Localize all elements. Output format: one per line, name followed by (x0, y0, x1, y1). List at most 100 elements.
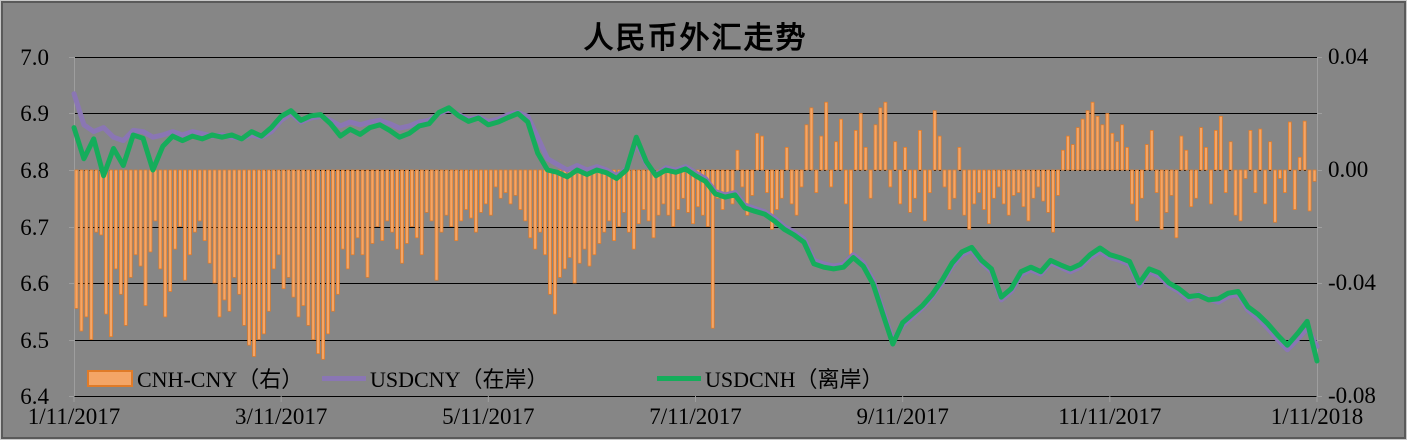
legend-item-usdcny-onshore: USDCNY（在岸） (322, 363, 548, 393)
chart-title: 人民币外汇走势 (583, 22, 808, 55)
bar (1051, 169, 1055, 233)
bar (779, 169, 784, 199)
bar (533, 169, 538, 250)
bar (1041, 169, 1046, 202)
bar (641, 169, 646, 210)
bar (178, 169, 182, 227)
legend-label-usdcny: USDCNY（在岸） (370, 367, 549, 392)
x-axis-label: 7/11/2017 (649, 404, 742, 429)
bar (400, 169, 404, 264)
bar (977, 169, 981, 193)
bar (1140, 169, 1144, 199)
bar (987, 169, 991, 225)
bar (1238, 169, 1243, 222)
bar (1130, 169, 1134, 205)
y-axis-left-label: 6.5 (20, 327, 49, 353)
bar (1149, 130, 1154, 171)
bar (982, 169, 986, 210)
bar (849, 169, 853, 256)
bar (799, 169, 804, 188)
bar (834, 141, 838, 171)
bar (1199, 127, 1203, 171)
bar (316, 169, 321, 355)
bar (819, 135, 824, 171)
bar (922, 169, 927, 222)
bar-series-cnh-cny-spread (74, 101, 1317, 360)
bar (740, 169, 745, 188)
bar (666, 169, 671, 216)
bar (355, 169, 360, 239)
bar (1115, 141, 1120, 171)
bar (143, 169, 148, 306)
bar (681, 169, 686, 199)
bar (133, 169, 138, 256)
bar (538, 169, 543, 233)
x-axis-label: 3/11/2017 (234, 404, 328, 429)
bar (543, 169, 547, 256)
bar (281, 169, 286, 290)
bar (868, 169, 873, 199)
bar (1026, 169, 1031, 222)
bar (829, 169, 834, 188)
bar (1223, 169, 1228, 193)
bar (266, 169, 271, 312)
bar (676, 169, 681, 210)
bar (587, 169, 592, 267)
bar (1179, 135, 1184, 171)
bar (158, 169, 163, 270)
bar (94, 169, 99, 233)
bar (464, 169, 469, 210)
bar (1144, 144, 1149, 171)
bar (873, 124, 878, 171)
bar (765, 169, 769, 193)
x-axis-label: 5/11/2017 (442, 404, 535, 429)
bar (775, 169, 779, 210)
bar (395, 169, 399, 250)
bar (932, 110, 937, 171)
bar (853, 130, 858, 171)
bar (1273, 169, 1277, 223)
bar (508, 169, 513, 205)
bar (1110, 132, 1115, 171)
legend-item-usdcnh-offshore: USDCNH（离岸） (657, 363, 883, 393)
bar (651, 169, 656, 239)
bar (893, 141, 898, 171)
legend-label-cnh-cny: CNH-CNY（右） (137, 367, 304, 392)
bar (1312, 169, 1317, 182)
bar (952, 169, 957, 199)
bar (646, 169, 651, 222)
bar (217, 169, 222, 318)
x-axis-label: 11/11/2017 (1058, 404, 1162, 429)
bar (1016, 169, 1021, 193)
line-series-swatch-usdcnh (657, 375, 701, 381)
bar (1061, 149, 1065, 171)
bar (262, 169, 266, 335)
bar (784, 147, 789, 171)
bar (597, 169, 602, 244)
bar (168, 169, 173, 292)
bar (370, 169, 375, 244)
bar (99, 169, 104, 236)
bar (592, 169, 597, 256)
bar (123, 169, 128, 326)
bar (74, 169, 79, 309)
bar (804, 124, 809, 171)
bar (360, 169, 365, 256)
bar (192, 169, 197, 233)
bar (691, 169, 695, 225)
bar (992, 169, 996, 199)
bar (636, 169, 641, 225)
bar (405, 169, 409, 244)
bar (365, 169, 370, 278)
bar (686, 169, 690, 213)
bar (710, 169, 715, 329)
x-axis-label: 9/11/2017 (856, 404, 949, 429)
bar (1001, 169, 1006, 205)
bar (1164, 169, 1169, 213)
bar (424, 169, 429, 213)
bar (311, 169, 316, 340)
bar (794, 169, 799, 216)
bar (745, 169, 750, 216)
bar (1184, 149, 1189, 171)
bar (188, 169, 192, 256)
